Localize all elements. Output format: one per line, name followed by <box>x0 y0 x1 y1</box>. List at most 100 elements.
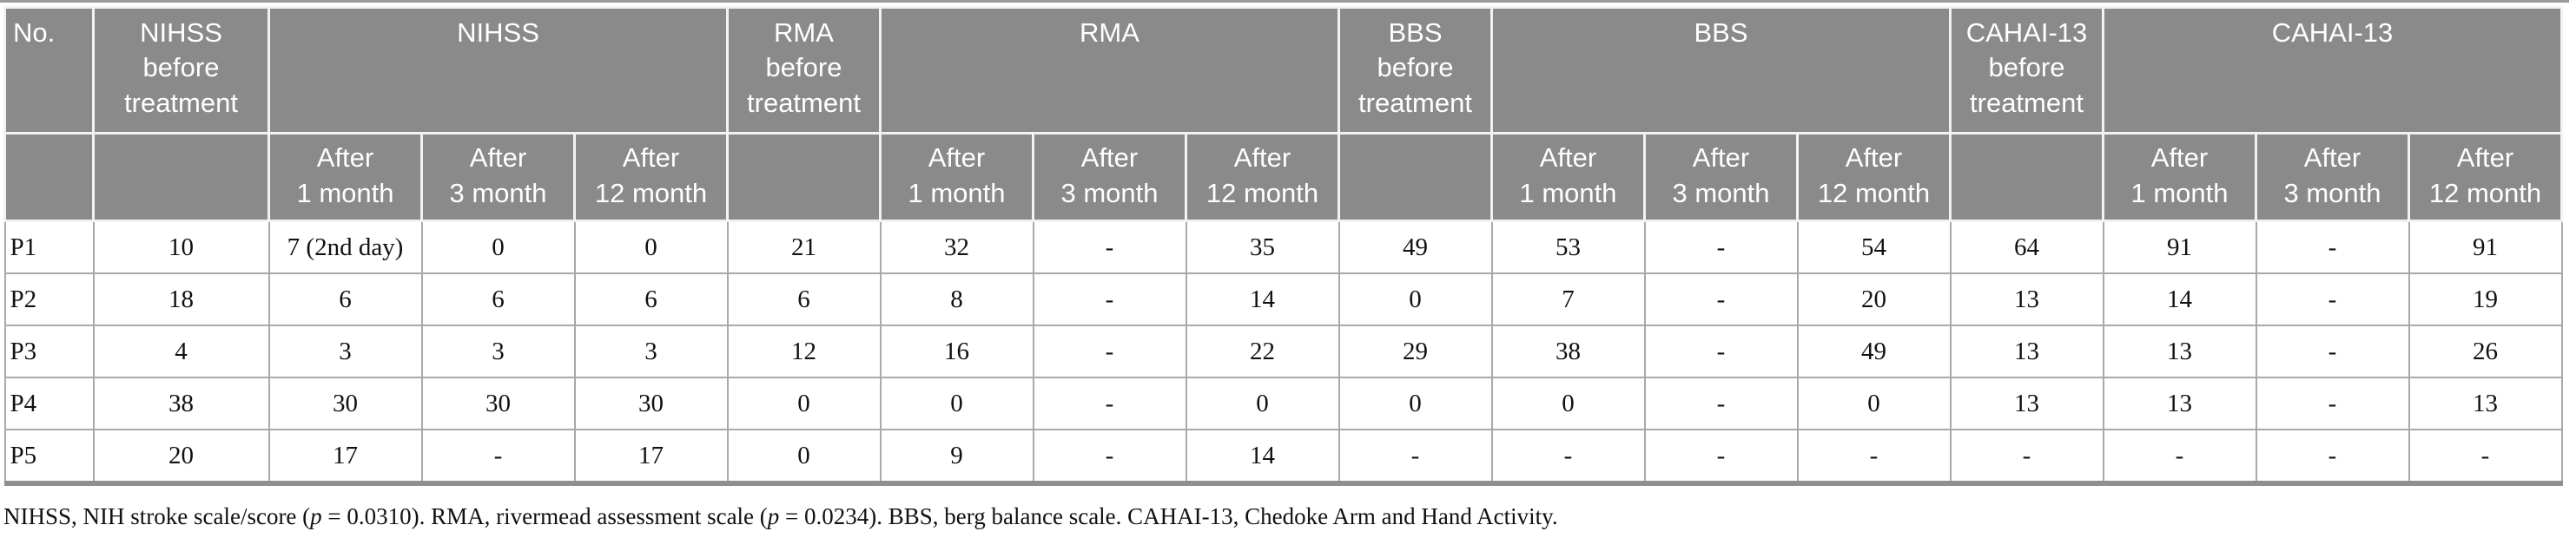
table-cell: 13 <box>2408 377 2563 430</box>
table-cell: 3 <box>268 325 423 378</box>
table-cell: 17 <box>268 429 423 484</box>
table-cell: 35 <box>1185 220 1340 274</box>
header-empty-no <box>3 132 95 222</box>
table-cell: 13 <box>2102 377 2257 430</box>
header-cahai-after-3month: After 3 month <box>2255 132 2410 222</box>
table-cell: 30 <box>268 377 423 430</box>
table-cell: 10 <box>92 220 270 274</box>
table-cell: 6 <box>420 272 576 326</box>
header-bbs-after-3month: After 3 month <box>1643 132 1799 222</box>
table-cell: 0 <box>420 220 576 274</box>
table-cell: 18 <box>92 272 270 326</box>
table-cell: - <box>2255 220 2410 274</box>
table-cell: - <box>2408 429 2563 484</box>
table-top-rule <box>0 0 2569 3</box>
header-bbs-before: BBS before treatment <box>1338 6 1493 134</box>
header-cahai-before: CAHAI-13 before treatment <box>1949 6 2104 134</box>
table-cell: 17 <box>573 429 729 484</box>
table-cell: 19 <box>2408 272 2563 326</box>
table-cell: 9 <box>879 429 1034 484</box>
header-group-cahai: CAHAI-13 <box>2102 6 2563 134</box>
header-bbs-after-12month: After 12 month <box>1796 132 1952 222</box>
table-cell: 32 <box>879 220 1034 274</box>
table-cell: 49 <box>1338 220 1493 274</box>
table-cell: - <box>1643 220 1799 274</box>
results-table: No. NIHSS before treatment NIHSS RMA bef… <box>3 6 2563 486</box>
table-cell: 14 <box>2102 272 2257 326</box>
table-cell: 13 <box>2102 325 2257 378</box>
table-cell: 16 <box>879 325 1034 378</box>
table-cell: 6 <box>726 272 882 326</box>
header-row-2: After 1 month After 3 month After 12 mon… <box>3 132 2563 222</box>
header-empty-rma-before <box>726 132 882 222</box>
header-empty-bbs-before <box>1338 132 1493 222</box>
table-cell: 30 <box>420 377 576 430</box>
table-cell: 91 <box>2102 220 2257 274</box>
footnote-p-italic: p <box>767 503 780 529</box>
footnote-p-italic: p <box>310 503 322 529</box>
table-cell: 14 <box>1185 429 1340 484</box>
header-no: No. <box>3 6 95 134</box>
footnote-text: = 0.0310). RMA, rivermead assessment sca… <box>321 503 768 529</box>
header-cahai-after-12month: After 12 month <box>2408 132 2563 222</box>
table-cell: 0 <box>1490 377 1646 430</box>
header-rma-after-1month: After 1 month <box>879 132 1034 222</box>
table-cell: 0 <box>879 377 1034 430</box>
table-cell: 0 <box>726 377 882 430</box>
header-rma-after-12month: After 12 month <box>1185 132 1340 222</box>
table-cell: 64 <box>1949 220 2104 274</box>
table-row-p1: P1 10 7 (2nd day) 0 0 21 32 - 35 49 53 -… <box>3 220 2563 274</box>
table-cell: 0 <box>1338 272 1493 326</box>
header-rma-after-3month: After 3 month <box>1032 132 1187 222</box>
table-cell: - <box>1643 377 1799 430</box>
table-cell: 38 <box>92 377 270 430</box>
table-cell: - <box>1643 429 1799 484</box>
header-nihss-after-1month: After 1 month <box>268 132 423 222</box>
header-nihss-after-3month: After 3 month <box>420 132 576 222</box>
table-cell: - <box>2255 377 2410 430</box>
header-nihss-before: NIHSS before treatment <box>92 6 270 134</box>
row-label: P3 <box>3 325 95 378</box>
row-label: P4 <box>3 377 95 430</box>
row-label: P5 <box>3 429 95 484</box>
footnote-text: NIHSS, NIH stroke scale/score ( <box>3 503 311 529</box>
table-cell: - <box>1032 220 1187 274</box>
table-cell: - <box>1032 429 1187 484</box>
table-cell: 0 <box>726 429 882 484</box>
table-cell: 20 <box>92 429 270 484</box>
header-empty-cahai-before <box>1949 132 2104 222</box>
table-cell: - <box>2255 429 2410 484</box>
table-cell: 0 <box>573 220 729 274</box>
footnote-text: = 0.0234). BBS, berg balance scale. CAHA… <box>779 503 1558 529</box>
table-cell: 0 <box>1185 377 1340 430</box>
table-cell: 54 <box>1796 220 1952 274</box>
table-cell: 30 <box>573 377 729 430</box>
table-cell: - <box>1032 377 1187 430</box>
table-cell: - <box>1338 429 1493 484</box>
table-cell: 14 <box>1185 272 1340 326</box>
row-label: P2 <box>3 272 95 326</box>
table-cell: 7 <box>1490 272 1646 326</box>
row-label: P1 <box>3 220 95 274</box>
table-cell: 21 <box>726 220 882 274</box>
table-cell: 3 <box>420 325 576 378</box>
table-cell: 6 <box>573 272 729 326</box>
table-cell: 49 <box>1796 325 1952 378</box>
table-cell: - <box>1643 325 1799 378</box>
table-cell: 20 <box>1796 272 1952 326</box>
header-cahai-after-1month: After 1 month <box>2102 132 2257 222</box>
header-rma-before: RMA before treatment <box>726 6 882 134</box>
table-cell: 13 <box>1949 377 2104 430</box>
table-cell: - <box>2102 429 2257 484</box>
table-cell: 29 <box>1338 325 1493 378</box>
table-row-p4: P4 38 30 30 30 0 0 - 0 0 0 - 0 13 13 - 1… <box>3 377 2563 430</box>
table-cell: - <box>1643 272 1799 326</box>
table-cell: - <box>2255 272 2410 326</box>
table-cell: 7 (2nd day) <box>268 220 423 274</box>
table-cell: 3 <box>573 325 729 378</box>
table-cell: 22 <box>1185 325 1340 378</box>
table-row-p3: P3 4 3 3 3 12 16 - 22 29 38 - 49 13 13 -… <box>3 325 2563 378</box>
table-cell: 8 <box>879 272 1034 326</box>
table-cell: - <box>1032 272 1187 326</box>
